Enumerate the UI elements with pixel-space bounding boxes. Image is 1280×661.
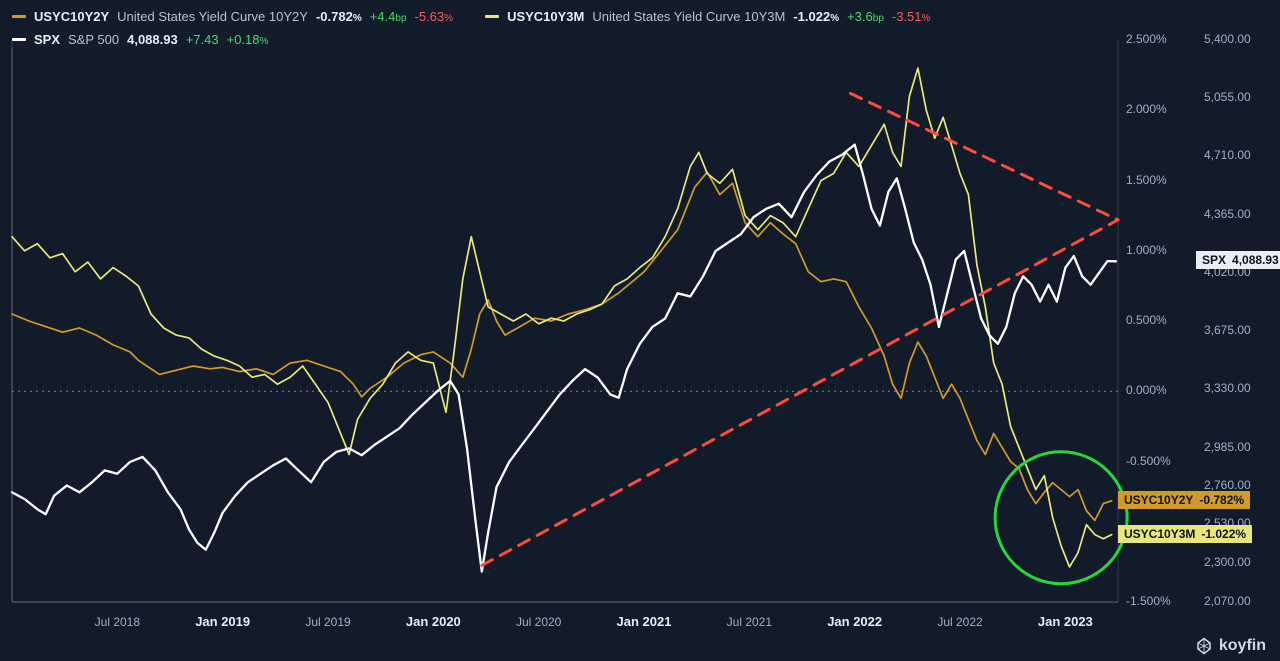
trend-upper <box>850 93 1118 219</box>
y-axis-pct-tick: -1.500% <box>1126 594 1171 608</box>
y-axis-price-tick: 4,710.00 <box>1204 148 1251 162</box>
y-axis-pct-tick: -0.500% <box>1126 454 1171 468</box>
price-tag-USYC10Y3M[interactable]: USYC10Y3M-1.022% <box>1118 525 1252 543</box>
y-axis-pct-tick: 1.000% <box>1126 243 1167 257</box>
y-axis-price-tick: 4,365.00 <box>1204 207 1251 221</box>
x-axis-tick: Jul 2021 <box>727 615 772 629</box>
koyfin-icon <box>1195 637 1213 655</box>
highlight-circle <box>995 452 1127 584</box>
y-axis-pct-tick: 0.000% <box>1126 383 1167 397</box>
legend-chg2: -5.63% <box>415 9 454 24</box>
legend-value: -0.782% <box>316 9 362 24</box>
y-axis-price-tick: 2,760.00 <box>1204 478 1251 492</box>
x-axis-tick: Jan 2020 <box>406 614 461 629</box>
price-tag-USYC10Y2Y[interactable]: USYC10Y2Y-0.782% <box>1118 491 1250 509</box>
legend-row-1[interactable]: USYC10Y2Y United States Yield Curve 10Y2… <box>10 8 932 25</box>
x-axis-tick: Jul 2018 <box>95 615 140 629</box>
legend-symbol: USYC10Y2Y <box>34 9 109 24</box>
legend: USYC10Y2Y United States Yield Curve 10Y2… <box>10 8 932 48</box>
y-axis-pct-tick: 0.500% <box>1126 313 1167 327</box>
swatch-icon <box>485 15 499 18</box>
price-tag-SPX[interactable]: SPX4,088.93 <box>1196 251 1280 269</box>
x-axis-tick: Jan 2022 <box>827 614 882 629</box>
chart-svg[interactable] <box>0 0 1280 661</box>
y-axis-pct-tick: 2.500% <box>1126 32 1167 46</box>
legend-chg2: +0.18% <box>227 32 269 47</box>
legend-name: United States Yield Curve 10Y3M <box>592 9 785 24</box>
y-axis-price-tick: 2,985.00 <box>1204 440 1251 454</box>
legend-symbol: USYC10Y3M <box>507 9 584 24</box>
legend-symbol: SPX <box>34 32 60 47</box>
legend-chg2: -3.51% <box>892 9 931 24</box>
y-axis-pct-tick: 2.000% <box>1126 102 1167 116</box>
y-axis-price-tick: 2,070.00 <box>1204 594 1251 608</box>
swatch-icon <box>12 15 26 18</box>
x-axis-tick: Jan 2023 <box>1038 614 1093 629</box>
x-axis-tick: Jul 2019 <box>305 615 350 629</box>
x-axis-tick: Jul 2022 <box>937 615 982 629</box>
trend-lower <box>482 220 1118 566</box>
legend-chg1: +4.4bp <box>370 9 407 24</box>
legend-name: United States Yield Curve 10Y2Y <box>117 9 308 24</box>
legend-chg1: +3.6bp <box>847 9 884 24</box>
y-axis-pct-tick: 1.500% <box>1126 173 1167 187</box>
y-axis-price-tick: 3,675.00 <box>1204 323 1251 337</box>
y-axis-price-tick: 5,400.00 <box>1204 32 1251 46</box>
legend-value: -1.022% <box>793 9 839 24</box>
swatch-icon <box>12 38 26 41</box>
legend-value: 4,088.93 <box>127 32 178 47</box>
x-axis-tick: Jul 2020 <box>516 615 561 629</box>
x-axis-tick: Jan 2019 <box>195 614 250 629</box>
x-axis-tick: Jan 2021 <box>617 614 672 629</box>
y-axis-price-tick: 3,330.00 <box>1204 381 1251 395</box>
y-axis-price-tick: 5,055.00 <box>1204 90 1251 104</box>
series-USYC10Y2Y[interactable] <box>12 172 1112 520</box>
y-axis-price-tick: 2,300.00 <box>1204 555 1251 569</box>
legend-chg1: +7.43 <box>186 32 219 47</box>
chart-container: USYC10Y2Y United States Yield Curve 10Y2… <box>0 0 1280 661</box>
brand-label: koyfin <box>1219 637 1266 655</box>
legend-name: S&P 500 <box>68 32 119 47</box>
legend-row-2[interactable]: SPX S&P 500 4,088.93 +7.43 +0.18% <box>10 31 932 48</box>
series-SPX[interactable] <box>12 145 1116 572</box>
brand-logo[interactable]: koyfin <box>1195 637 1266 655</box>
